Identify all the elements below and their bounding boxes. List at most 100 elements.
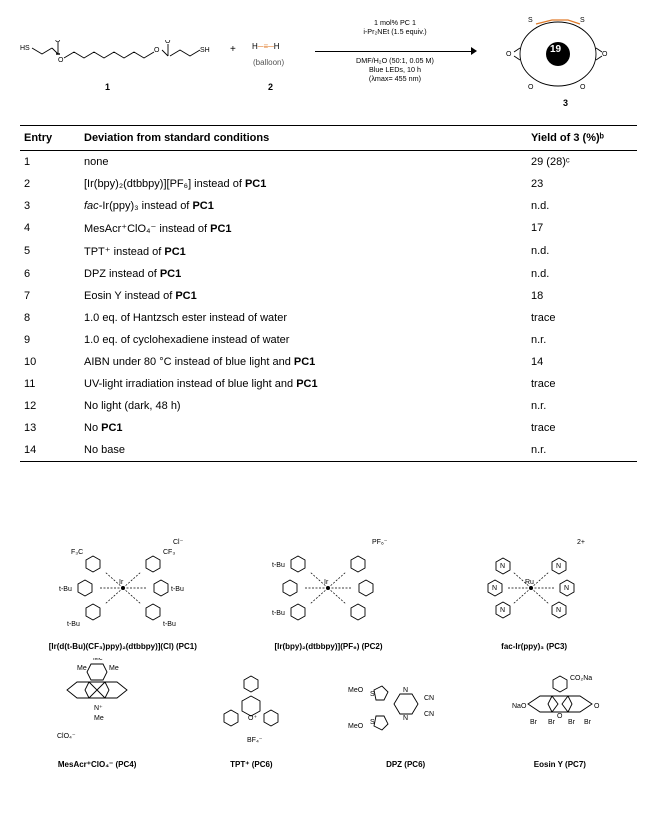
pc2-structure: Ir t-Bu t-Bu PF₆⁻ <box>258 530 398 640</box>
conditions-below: DMF/H₂O (50:1, 0.05 M) Blue LEDs, 10 h (… <box>315 56 475 83</box>
svg-text:t-Bu: t-Bu <box>163 621 176 628</box>
svg-text:SH: SH <box>200 47 210 54</box>
cell-yield: n.r. <box>527 329 637 351</box>
svg-text:N: N <box>500 607 505 614</box>
svg-text:MeO: MeO <box>348 723 364 730</box>
table-row: 3fac-Ir(ppy)₃ instead of PC1n.d. <box>20 195 637 217</box>
svg-text:Br: Br <box>568 719 576 726</box>
svg-text:CN: CN <box>424 695 434 702</box>
table-header: Entry Deviation from standard conditions… <box>20 126 637 151</box>
cell-dev: none <box>80 151 527 174</box>
svg-text:CF₃: CF₃ <box>163 549 175 556</box>
ring-size-label: 19 <box>550 44 561 55</box>
cond-above-1: 1 mol% PC 1 <box>315 18 475 27</box>
table-row: 11UV-light irradiation instead of blue l… <box>20 373 637 395</box>
svg-text:O: O <box>165 40 171 45</box>
cell-yield: n.d. <box>527 195 637 217</box>
cell-entry: 2 <box>20 173 80 195</box>
cell-entry: 10 <box>20 351 80 373</box>
pc7-item: O NaOO BrBr BrBr CO₂Na Eosin Y (PC7) <box>486 658 634 770</box>
cell-yield: 17 <box>527 217 637 240</box>
cell-yield: n.d. <box>527 240 637 263</box>
catalyst-grid: Ir F₃C CF₃ t-Bu t-Bu t-Bu t-Bu Cl⁻ [Ir(d… <box>20 530 637 769</box>
cell-entry: 1 <box>20 151 80 174</box>
cell-entry: 8 <box>20 307 80 329</box>
svg-text:N: N <box>403 687 408 694</box>
svg-text:PF₆⁻: PF₆⁻ <box>372 539 388 546</box>
table-row: 5TPT⁺ instead of PC1n.d. <box>20 240 637 263</box>
svg-text:HS: HS <box>20 45 30 52</box>
th-entry: Entry <box>20 126 80 151</box>
cell-dev: No PC1 <box>80 417 527 439</box>
pc6-item: NN CNCN SMeO SMeO DPZ (PC6) <box>332 658 480 770</box>
cell-dev: TPT⁺ instead of PC1 <box>80 240 527 263</box>
table-row: 10AIBN under 80 °C instead of blue light… <box>20 351 637 373</box>
table-body: 1none29 (28)ᶜ2[Ir(bpy)₂(dtbbpy)][PF₆] in… <box>20 151 637 462</box>
table-row: 12No light (dark, 48 h)n.r. <box>20 395 637 417</box>
cell-yield: trace <box>527 373 637 395</box>
pc1-caption: [Ir(d(t-Bu)(CF₃)ppy)₂(dtbbpy)](Cl) (PC1) <box>49 642 197 652</box>
svg-text:Me: Me <box>77 665 87 672</box>
pc1-item: Ir F₃C CF₃ t-Bu t-Bu t-Bu t-Bu Cl⁻ [Ir(d… <box>23 530 222 652</box>
pc5-item: O⁺ BF₄⁻ TPT⁺ (PC6) <box>177 658 325 770</box>
pc3-structure: Ru N N N N N N 2+ <box>469 530 599 640</box>
svg-text:O: O <box>154 47 160 54</box>
cell-entry: 9 <box>20 329 80 351</box>
table-row: 6DPZ instead of PC1n.d. <box>20 263 637 285</box>
cell-entry: 12 <box>20 395 80 417</box>
cell-dev: DPZ instead of PC1 <box>80 263 527 285</box>
cell-entry: 7 <box>20 285 80 307</box>
svg-text:BF₄⁻: BF₄⁻ <box>247 737 263 744</box>
mol2-structure: H─≡─H <box>252 42 280 51</box>
th-yield: Yield of 3 (%)ᵇ <box>527 126 637 151</box>
table-row: 1none29 (28)ᶜ <box>20 151 637 174</box>
cell-entry: 13 <box>20 417 80 439</box>
cell-entry: 11 <box>20 373 80 395</box>
cell-entry: 6 <box>20 263 80 285</box>
mol2-h-right: H <box>274 42 280 51</box>
cell-dev: fac-Ir(ppy)₃ instead of PC1 <box>80 195 527 217</box>
svg-text:S: S <box>370 719 375 726</box>
cell-dev: No light (dark, 48 h) <box>80 395 527 417</box>
cell-dev: 1.0 eq. of cyclohexadiene instead of wat… <box>80 329 527 351</box>
svg-text:CN: CN <box>424 711 434 718</box>
svg-text:Cl⁻: Cl⁻ <box>173 539 184 546</box>
cell-yield: n.r. <box>527 439 637 462</box>
pc2-caption: [Ir(bpy)₂(dtbbpy)](PF₆) (PC2) <box>274 642 382 652</box>
pc6-caption: DPZ (PC6) <box>386 760 425 770</box>
cond-below-1: DMF/H₂O (50:1, 0.05 M) <box>315 56 475 65</box>
cell-yield: 18 <box>527 285 637 307</box>
svg-text:N: N <box>500 563 505 570</box>
svg-text:O⁺: O⁺ <box>248 715 257 722</box>
mol2-alkyne: ─≡─ <box>258 42 274 51</box>
svg-text:N: N <box>492 585 497 592</box>
plus-sign: + <box>230 44 236 55</box>
cell-entry: 5 <box>20 240 80 263</box>
svg-text:Me: Me <box>94 715 104 722</box>
mol2-label: 2 <box>268 82 273 92</box>
svg-text:S: S <box>580 17 585 24</box>
svg-text:t-Bu: t-Bu <box>59 586 72 593</box>
svg-text:O: O <box>580 84 586 91</box>
svg-text:Me: Me <box>93 658 103 662</box>
svg-text:Ru: Ru <box>525 579 534 586</box>
svg-text:N: N <box>403 715 408 722</box>
product-structure: SS O O OO <box>498 12 638 94</box>
pc3-caption: fac-Ir(ppy)₃ (PC3) <box>501 642 567 652</box>
conditions-above: 1 mol% PC 1 i-Pr₂NEt (1.5 equiv.) <box>315 18 475 36</box>
pc4-structure: N⁺Me MeMeMe ClO₄⁻ <box>42 658 152 758</box>
cell-yield: 29 (28)ᶜ <box>527 151 637 174</box>
mol1-label: 1 <box>105 82 110 92</box>
svg-text:Br: Br <box>584 719 592 726</box>
cell-dev: Eosin Y instead of PC1 <box>80 285 527 307</box>
mol1-structure: HS O O O O SH <box>20 40 220 80</box>
svg-text:t-Bu: t-Bu <box>272 610 285 617</box>
pc7-caption: Eosin Y (PC7) <box>534 760 586 770</box>
svg-text:O: O <box>58 57 64 64</box>
svg-text:CO₂Na: CO₂Na <box>570 675 592 682</box>
catalyst-row-1: Ir F₃C CF₃ t-Bu t-Bu t-Bu t-Bu Cl⁻ [Ir(d… <box>20 530 637 652</box>
svg-text:O: O <box>506 51 512 58</box>
th-dev: Deviation from standard conditions <box>80 126 527 151</box>
cell-dev: No base <box>80 439 527 462</box>
svg-text:Br: Br <box>548 719 556 726</box>
